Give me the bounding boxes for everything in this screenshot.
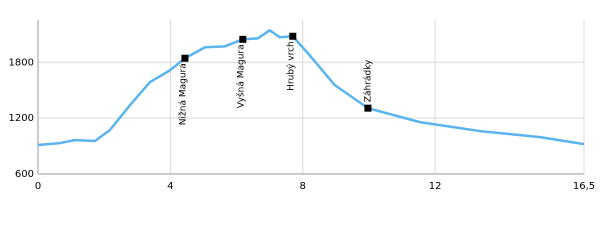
- y-tick-label: 1200: [9, 113, 34, 124]
- waypoint-label: Vyšná Magura: [235, 44, 246, 108]
- y-tick-label: 1800: [9, 57, 34, 68]
- waypoint-marker: [364, 104, 372, 112]
- waypoint-label: Nižná Magura: [178, 63, 188, 125]
- profile-line: [37, 29, 585, 147]
- waypoint-label: Záhrádky: [363, 59, 373, 102]
- y-tick-label: 600: [15, 169, 34, 180]
- waypoint-marker: [181, 54, 189, 62]
- waypoint-marker: [289, 32, 297, 40]
- chart: 600 1200 1800 0 4 8 12 16,5 Nižná Magura Vyšná Ma…: [9, 20, 595, 192]
- x-tick-label: 16,5: [573, 181, 595, 192]
- x-tick-label: 12: [429, 181, 442, 192]
- waypoint-label: Hrubý vrch: [286, 41, 296, 91]
- x-tick-label: 0: [35, 181, 41, 192]
- waypoint-marker: [239, 35, 247, 43]
- x-tick-label: 8: [300, 181, 306, 192]
- x-tick-label: 4: [167, 181, 173, 192]
